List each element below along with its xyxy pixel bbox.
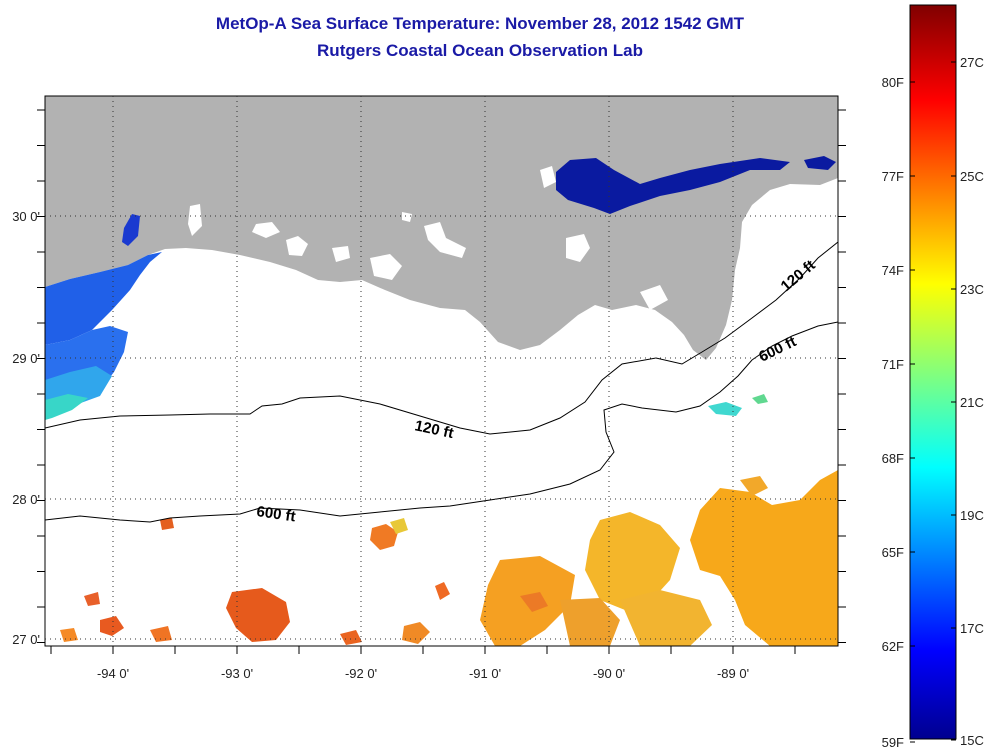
colorbar-f-label: 77F	[882, 169, 904, 184]
colorbar-f-label: 62F	[882, 639, 904, 654]
colorbar-c-label: 21C	[960, 395, 984, 410]
colorbar-f-label: 74F	[882, 263, 904, 278]
lon-tick-label: -90 0'	[593, 666, 625, 681]
colorbar-f-label: 71F	[882, 357, 904, 372]
colorbar-f-label: 68F	[882, 451, 904, 466]
lake	[566, 234, 590, 262]
lat-tick-label: 28 0'	[12, 492, 40, 507]
lon-tick-label: -93 0'	[221, 666, 253, 681]
colorbar-f-label: 80F	[882, 75, 904, 90]
cold-water-patch	[122, 214, 140, 246]
lat-tick-label: 30 0'	[12, 209, 40, 224]
colorbar-c-label: 23C	[960, 282, 984, 297]
colorbar-c-label: 19C	[960, 508, 984, 523]
colorbar-c-label: 27C	[960, 55, 984, 70]
colorbar-f-label: 65F	[882, 545, 904, 560]
colorbar-c-label: 15C	[960, 733, 984, 748]
colorbar-c-label: 17C	[960, 621, 984, 636]
lake	[540, 166, 556, 188]
sst-cool-west	[45, 394, 88, 420]
sst-cool-west	[45, 252, 162, 345]
colorbar-c-label: 25C	[960, 169, 984, 184]
lon-tick-label: -94 0'	[97, 666, 129, 681]
cold-water-patch	[556, 158, 790, 214]
axis-ticks: -94 0' -93 0' -92 0' -91 0' -90 0' -89 0' 30 0…	[12, 109, 846, 681]
lake	[332, 246, 350, 262]
lat-tick-label: 29 0'	[12, 351, 40, 366]
lake	[402, 212, 412, 222]
colorbar-f-label: 59F	[882, 735, 904, 750]
isobath-label: 600 ft	[255, 503, 296, 525]
lon-tick-label: -92 0'	[345, 666, 377, 681]
colorbar-ticks: 80F 77F 74F 71F 68F 65F 62F 59F 27C 25C 23C 21C 19C 1…	[882, 55, 984, 750]
sst-cyan-patch	[752, 394, 768, 404]
graticule	[45, 96, 838, 646]
lake	[370, 254, 402, 280]
cold-water-patch	[804, 156, 836, 170]
lon-tick-label: -91 0'	[469, 666, 501, 681]
lake	[640, 285, 668, 310]
lake	[188, 204, 202, 236]
lat-tick-label: 27 0'	[12, 632, 40, 647]
map-subtitle: Rutgers Coastal Ocean Observation Lab	[317, 41, 643, 60]
isobath-600ft	[45, 321, 838, 523]
isobath-120ft	[45, 241, 838, 435]
lake	[424, 222, 466, 258]
lon-tick-label: -89 0'	[717, 666, 749, 681]
lake	[252, 222, 280, 238]
sst-cyan-patch	[708, 402, 742, 416]
lake	[286, 236, 308, 256]
map-title: MetOp-A Sea Surface Temperature: Novembe…	[215, 14, 745, 33]
map-frame	[44, 95, 839, 647]
colorbar	[909, 4, 957, 740]
